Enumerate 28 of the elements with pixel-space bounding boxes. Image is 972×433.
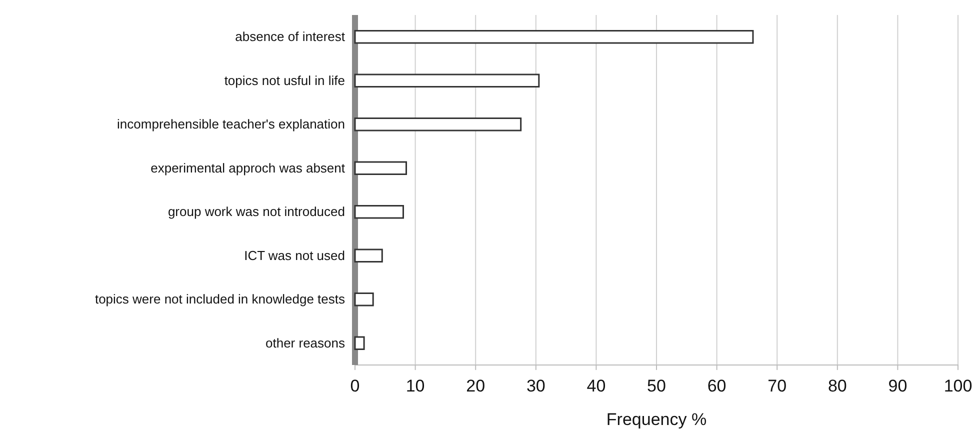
- x-tick-label: 50: [647, 376, 666, 396]
- bar: [354, 118, 522, 132]
- x-tick-label: 30: [526, 376, 546, 396]
- y-tick-label: group work was not introduced: [168, 204, 345, 220]
- y-tick-label: experimental approch was absent: [150, 160, 346, 176]
- bar: [354, 336, 365, 350]
- x-tick-label: 80: [828, 376, 847, 396]
- x-tick-label: 20: [466, 376, 486, 396]
- y-tick-label: topics not usful in life: [224, 72, 345, 88]
- x-tick-label: 10: [406, 376, 425, 396]
- x-tick-label: 40: [586, 376, 606, 396]
- x-tick-label: 70: [768, 376, 787, 396]
- x-tick-label: 60: [707, 376, 726, 396]
- bar: [354, 292, 374, 306]
- y-tick-label: incomprehensible teacher's explanation: [117, 116, 345, 132]
- x-tick-label: 0: [350, 376, 360, 396]
- bar: [354, 248, 383, 262]
- bar: [354, 74, 540, 88]
- x-axis-title: Frequency %: [606, 410, 707, 429]
- bar: [354, 161, 408, 175]
- y-tick-label: other reasons: [266, 335, 346, 350]
- y-tick-label: absence of interest: [235, 29, 346, 44]
- bar: [354, 205, 404, 219]
- x-tick-label: 100: [944, 376, 972, 396]
- x-tick-label: 90: [888, 376, 908, 396]
- bar: [354, 30, 754, 44]
- y-tick-label: ICT was not used: [244, 248, 345, 263]
- y-tick-label: topics were not included in knowledge tests: [94, 292, 346, 307]
